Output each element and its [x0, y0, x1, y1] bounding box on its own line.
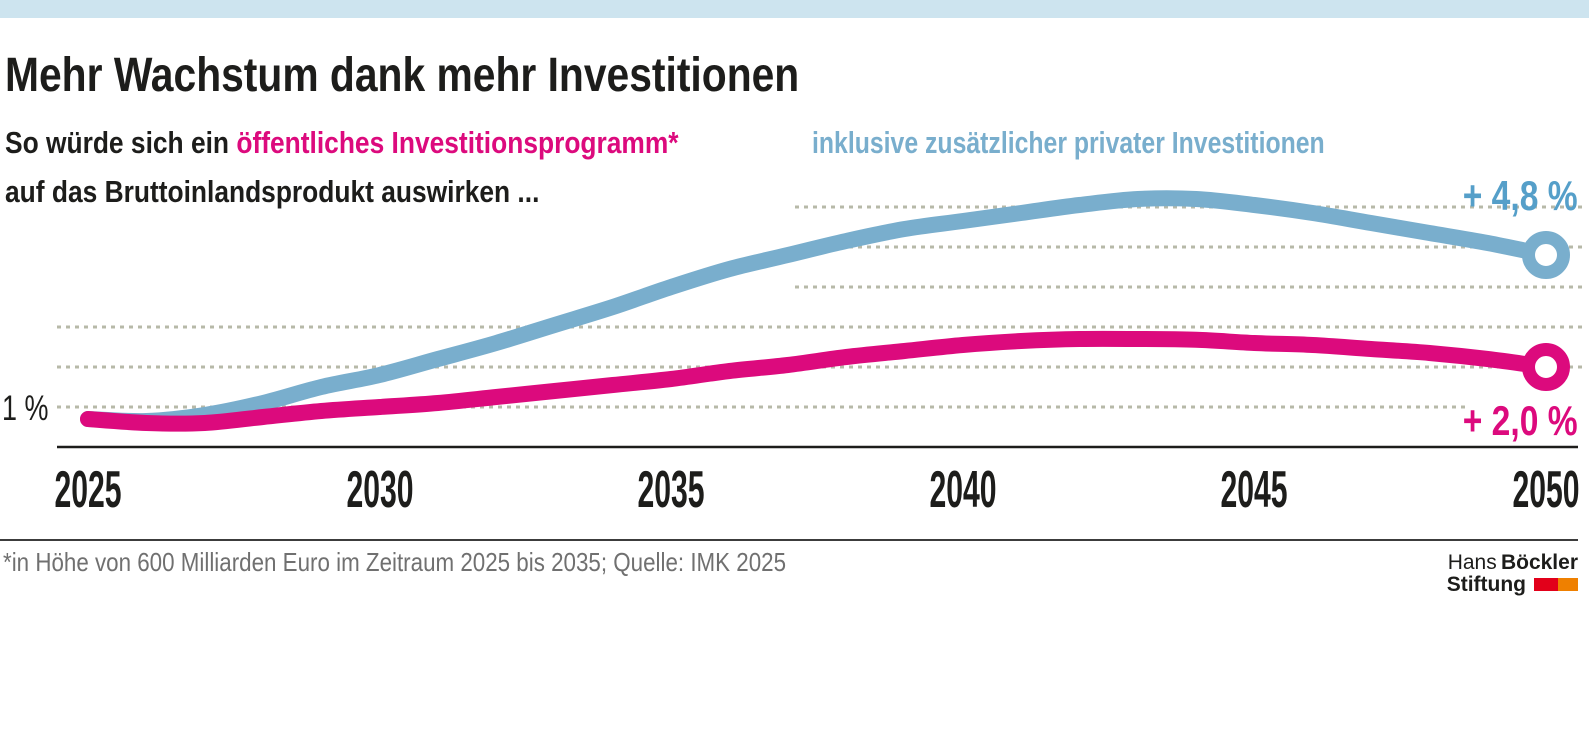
series-end-label-blue: + 4,8 %	[1463, 172, 1578, 219]
chart-subtitle-line1: So würde sich ein öffentliches Investiti…	[5, 127, 797, 158]
x-tick-2035: 2035	[637, 461, 705, 519]
subtitle-highlight-pink: öffentliches Investitionsprogramm*	[236, 125, 679, 160]
logo-red-mark-icon	[1534, 578, 1558, 591]
logo-hans-text: Hans	[1447, 551, 1497, 574]
x-tick-2040: 2040	[929, 461, 997, 519]
footnote-source: *in Höhe von 600 Milliarden Euro im Zeit…	[3, 547, 914, 578]
subtitle-line2-text: auf das Bruttoinlandsprodukt auswirken .…	[5, 174, 540, 209]
x-tick-2050: 2050	[1512, 461, 1580, 519]
y-axis-reference-text: 1 %	[2, 389, 49, 428]
logo-orange-mark-icon	[1558, 578, 1578, 591]
footnote-source-text: *in Höhe von 600 Milliarden Euro im Zeit…	[3, 547, 787, 577]
y-axis-reference-label: 1 %	[2, 391, 62, 426]
subtitle-prefix: So würde sich ein	[5, 125, 237, 160]
logo-hans-boeckler-stiftung: Hans Böckler Stiftung	[1447, 552, 1578, 595]
logo-line2: Stiftung	[1447, 574, 1578, 595]
logo-boeckler-text: Böckler	[1500, 551, 1578, 574]
chart-subtitle-line2: auf das Bruttoinlandsprodukt auswirken .…	[5, 176, 634, 207]
series-endpoint-marker-pink	[1522, 343, 1570, 391]
series-end-label-pink: + 2,0 %	[1463, 397, 1578, 444]
page-title-text: Mehr Wachstum dank mehr Investitionen	[5, 49, 800, 102]
footer-divider	[0, 539, 1578, 541]
x-tick-2030: 2030	[346, 461, 414, 519]
logo-line1: Hans Böckler	[1447, 552, 1578, 573]
logo-stiftung-text: Stiftung	[1446, 573, 1526, 596]
x-tick-2045: 2045	[1220, 461, 1288, 519]
page-title: Mehr Wachstum dank mehr Investitionen	[5, 52, 939, 100]
x-tick-2025: 2025	[54, 461, 122, 519]
series-line-pink	[80, 330, 1554, 432]
series-heading-blue-text: inklusive zusätzlicher privater Investit…	[812, 125, 1325, 160]
series-line-blue	[80, 190, 1554, 430]
top-accent-bar	[0, 0, 1589, 18]
series-heading-blue: inklusive zusätzlicher privater Investit…	[812, 127, 1453, 158]
series-endpoint-marker-blue	[1522, 231, 1570, 279]
